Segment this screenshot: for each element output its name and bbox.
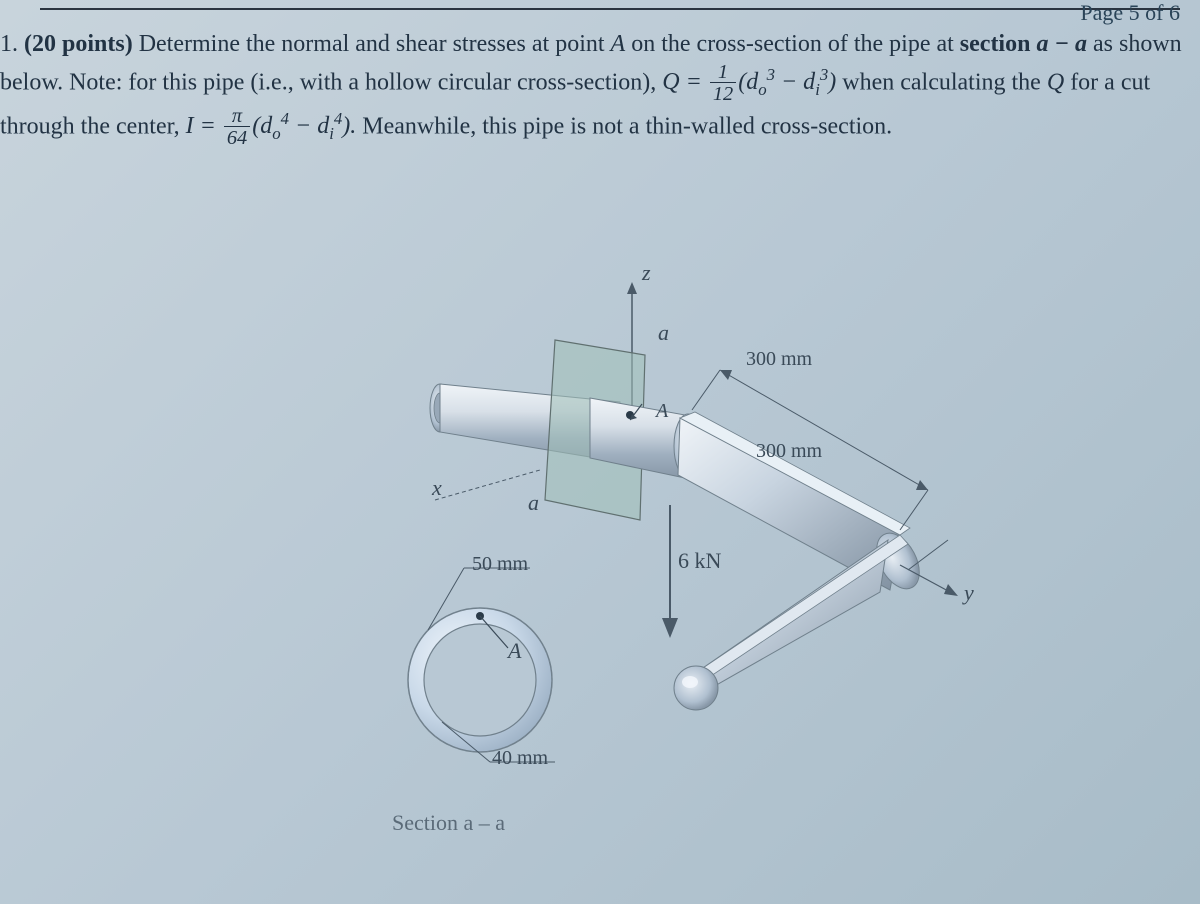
section-A-label: A bbox=[508, 638, 521, 664]
force-label: 6 kN bbox=[678, 548, 721, 574]
point-A-label: A bbox=[628, 400, 668, 424]
outer-dia-label: 50 mm bbox=[472, 553, 528, 576]
section-aa-detail bbox=[380, 550, 600, 790]
inner-dia-label: 40 mm bbox=[492, 747, 548, 770]
page-number: Page 5 of 6 bbox=[1080, 0, 1180, 26]
fraction-pi-64: π 64 bbox=[224, 106, 250, 150]
dim-300-1: 300 mm bbox=[746, 348, 812, 371]
fraction-1-12: 1 12 bbox=[710, 62, 736, 106]
a-label-bottom: a bbox=[528, 490, 539, 516]
x-axis-label: x bbox=[432, 475, 442, 501]
section-caption: Section a – a bbox=[392, 810, 505, 836]
question-text: 1. (20 points) Determine the normal and … bbox=[0, 26, 1190, 150]
points-label: (20 points) bbox=[24, 31, 133, 57]
y-axis-label: y bbox=[964, 580, 974, 606]
page-container: Page 5 of 6 1. (20 points) Determine the… bbox=[0, 0, 1200, 904]
dim-300-2: 300 mm bbox=[756, 440, 822, 463]
a-label-top: a bbox=[658, 320, 669, 346]
figure-area: z x y a a A 300 mm 300 mm 6 kN bbox=[360, 240, 1060, 840]
header-rule bbox=[40, 8, 1180, 10]
z-axis-label: z bbox=[642, 260, 651, 286]
question-number: 1. bbox=[0, 31, 18, 57]
